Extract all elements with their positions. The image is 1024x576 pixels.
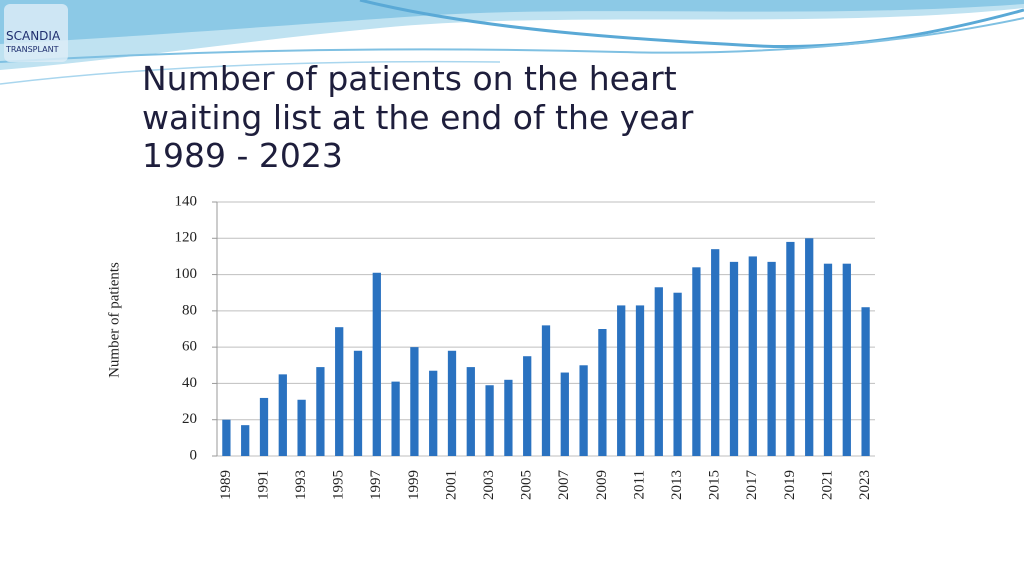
bar bbox=[861, 307, 870, 456]
x-tick-label: 1993 bbox=[293, 470, 309, 500]
bar bbox=[617, 305, 626, 456]
bar bbox=[353, 350, 363, 456]
bar bbox=[560, 372, 569, 456]
y-tick-label: 140 bbox=[175, 193, 198, 209]
bar bbox=[466, 367, 475, 456]
y-tick-label: 100 bbox=[175, 266, 198, 282]
bar bbox=[447, 350, 457, 456]
y-tick-label: 20 bbox=[182, 411, 197, 427]
y-tick-label: 120 bbox=[175, 230, 198, 246]
bar bbox=[823, 263, 833, 456]
y-tick-label: 60 bbox=[182, 339, 197, 355]
logo-subtitle: TRANSPLANT bbox=[5, 45, 59, 54]
x-tick-label: 1989 bbox=[218, 470, 234, 500]
y-tick-label: 80 bbox=[182, 302, 197, 318]
bar bbox=[504, 379, 513, 456]
x-tick-label: 2015 bbox=[707, 470, 723, 500]
x-tick-label: 1997 bbox=[368, 470, 384, 501]
x-tick-label: 2017 bbox=[744, 470, 760, 501]
bar bbox=[372, 272, 381, 456]
bar bbox=[692, 267, 701, 456]
bar bbox=[598, 329, 607, 456]
x-tick-label: 2013 bbox=[669, 470, 685, 500]
bar bbox=[579, 365, 588, 456]
header-decoration bbox=[0, 0, 1024, 85]
bar bbox=[654, 287, 663, 456]
bar bbox=[278, 374, 287, 456]
x-tick-label: 2011 bbox=[631, 470, 647, 499]
x-tick-label: 2005 bbox=[519, 470, 535, 500]
y-tick-label: 0 bbox=[190, 447, 198, 463]
x-tick-label: 2023 bbox=[857, 470, 873, 500]
x-tick-label: 1991 bbox=[255, 470, 271, 500]
bar bbox=[485, 385, 494, 456]
x-tick-label: 2021 bbox=[819, 470, 835, 500]
chart-title: 1989 - 2023 bbox=[142, 136, 343, 175]
x-tick-label: 1999 bbox=[406, 470, 422, 500]
bar bbox=[673, 292, 682, 456]
x-tick-label: 2003 bbox=[481, 470, 497, 500]
x-tick-label: 2007 bbox=[556, 470, 572, 501]
bar bbox=[335, 327, 344, 456]
bar bbox=[748, 256, 757, 456]
bar bbox=[805, 238, 814, 456]
bar bbox=[222, 419, 231, 456]
chart-title: waiting list at the end of the year bbox=[142, 98, 694, 137]
logo-name: SCANDIA bbox=[6, 29, 61, 43]
bar bbox=[786, 241, 795, 456]
chart-title: Number of patients on the heart bbox=[142, 59, 677, 98]
bar bbox=[541, 325, 551, 456]
logo: SCANDIA TRANSPLANT bbox=[4, 4, 68, 62]
bar bbox=[241, 425, 250, 456]
bar bbox=[316, 367, 325, 456]
bar bbox=[842, 263, 851, 456]
bar bbox=[429, 370, 438, 456]
bar bbox=[711, 249, 720, 456]
y-axis-label: Number of patients bbox=[106, 262, 122, 378]
x-tick-label: 1995 bbox=[331, 470, 347, 500]
x-tick-label: 2009 bbox=[594, 470, 610, 500]
bar bbox=[391, 381, 400, 456]
y-tick-label: 40 bbox=[182, 375, 197, 391]
bar bbox=[410, 347, 419, 456]
bar bbox=[635, 305, 645, 456]
bar bbox=[259, 397, 269, 456]
bar bbox=[523, 356, 532, 456]
bar bbox=[729, 261, 739, 456]
x-tick-label: 2019 bbox=[782, 470, 798, 500]
bar bbox=[297, 399, 306, 456]
x-tick-label: 2001 bbox=[443, 470, 459, 500]
bar bbox=[767, 261, 776, 456]
